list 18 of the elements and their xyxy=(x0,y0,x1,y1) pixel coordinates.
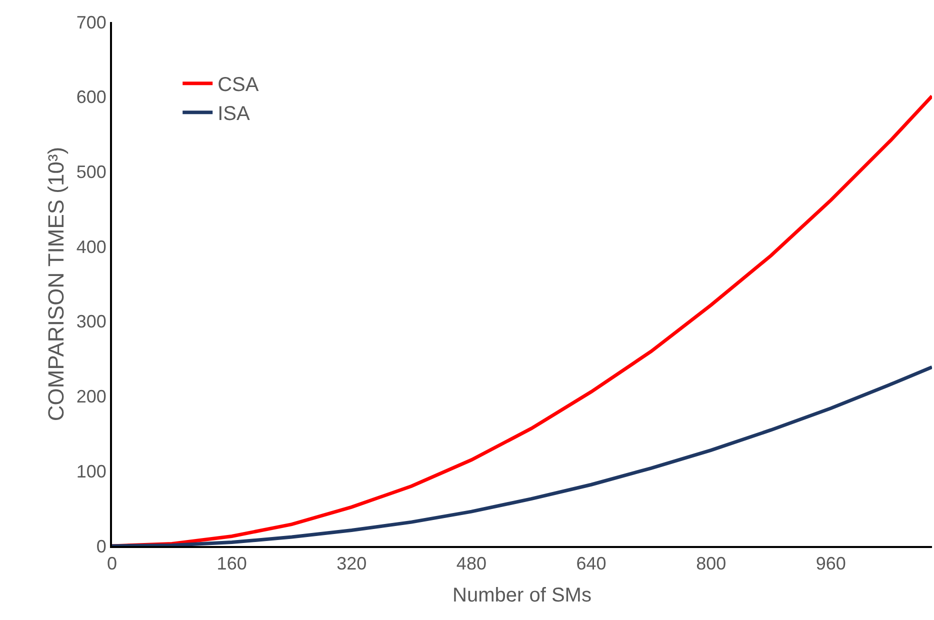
y-tick-label: 200 xyxy=(76,386,106,407)
y-tick-label: 600 xyxy=(76,87,106,108)
y-tick-label: 400 xyxy=(76,236,106,257)
y-tick-label: 100 xyxy=(76,461,106,482)
legend-label: CSA xyxy=(218,74,260,96)
x-tick-label: 480 xyxy=(456,554,486,574)
y-axis-title: COMPARISON TIMES (10³) xyxy=(44,146,69,422)
y-tick-label: 300 xyxy=(76,312,106,332)
y-tick-label: 700 xyxy=(76,12,106,32)
y-tick-label: 0 xyxy=(96,536,106,556)
x-tick-label: 640 xyxy=(576,554,606,574)
x-tick-label: 160 xyxy=(216,554,247,574)
x-axis-title: Number of SMs xyxy=(452,584,592,607)
x-tick-label: 800 xyxy=(696,554,726,574)
legend-label: ISA xyxy=(218,103,250,126)
x-tick-label: 960 xyxy=(816,554,846,574)
y-tick-label: 500 xyxy=(76,162,106,182)
x-tick-label: 320 xyxy=(336,554,367,574)
